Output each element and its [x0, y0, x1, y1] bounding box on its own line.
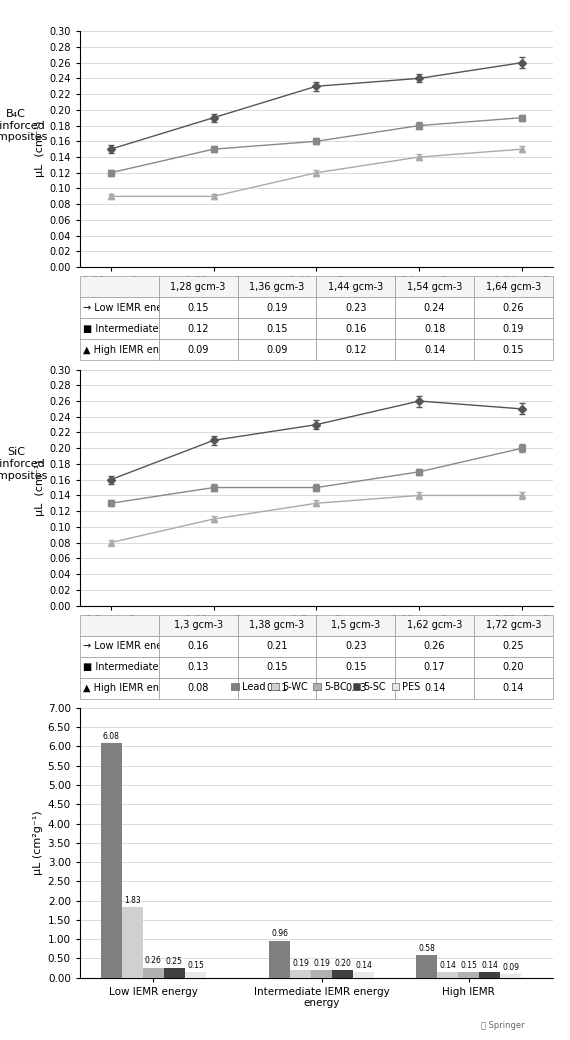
Text: 0.14: 0.14 — [439, 961, 456, 970]
Bar — [437, 972, 458, 978]
Text: 0.96: 0.96 — [271, 930, 288, 938]
Text: 0.14: 0.14 — [355, 961, 372, 970]
Text: 1.83: 1.83 — [124, 895, 141, 905]
Bar — [185, 971, 206, 978]
Text: 0.19: 0.19 — [292, 959, 309, 968]
Bar — [332, 970, 353, 978]
Bar — [500, 974, 522, 978]
Bar — [122, 907, 143, 978]
Text: SiC
reinforced
composites: SiC reinforced composites — [0, 447, 48, 480]
Bar — [164, 968, 185, 978]
Bar — [143, 967, 164, 978]
Text: 0.09: 0.09 — [502, 963, 519, 971]
Bar — [311, 970, 332, 978]
Legend: Lead, 5-WC, 5-BC, 5-SC, PES: Lead, 5-WC, 5-BC, 5-SC, PES — [227, 678, 425, 696]
Text: 6.08: 6.08 — [103, 732, 120, 742]
Text: B₄C
reinforced
composites: B₄C reinforced composites — [0, 109, 48, 142]
Text: 0.19: 0.19 — [313, 959, 330, 968]
Text: 0.15: 0.15 — [187, 961, 204, 969]
Text: 0.26: 0.26 — [145, 956, 162, 965]
Text: 0.58: 0.58 — [418, 944, 435, 953]
Bar — [101, 744, 122, 978]
Y-axis label: μL (cm²g⁻¹): μL (cm²g⁻¹) — [34, 810, 43, 875]
Y-axis label: μL  (cm⁻¹): μL (cm⁻¹) — [35, 121, 45, 178]
Text: 0.14: 0.14 — [482, 961, 498, 970]
Bar — [353, 972, 374, 978]
Bar — [416, 956, 437, 978]
Text: 0.15: 0.15 — [461, 961, 477, 969]
Text: 0.25: 0.25 — [166, 957, 183, 966]
Text: Ⓜ Springer: Ⓜ Springer — [481, 1020, 524, 1030]
Y-axis label: μL  (cm⁻¹): μL (cm⁻¹) — [35, 460, 45, 516]
Text: 0.20: 0.20 — [334, 959, 351, 967]
Bar — [290, 970, 311, 978]
Bar — [269, 940, 290, 978]
Bar — [458, 971, 479, 978]
Bar — [479, 972, 500, 978]
